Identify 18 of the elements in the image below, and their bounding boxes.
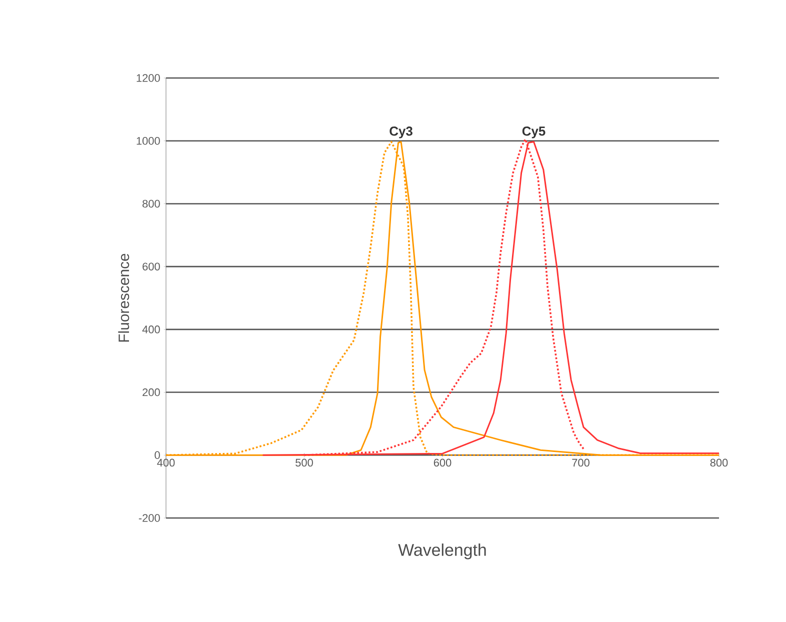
y-tick-label: 1000 [136,136,160,145]
x-tick-label: 600 [434,458,452,467]
annotation: Cy3 [390,126,412,138]
x-tick-label: 500 [296,458,313,467]
line-series [262,141,720,456]
y-tick-label: 200 [142,388,160,396]
y-tick-label: -200 [138,514,160,522]
x-tick-label: 700 [572,458,590,467]
y-tick-label: 0 [154,451,160,460]
annotation: Cy5 [522,126,546,138]
y-tick-label: 400 [142,326,160,334]
x-axis-title: Wavelength [398,544,486,560]
y-tick-label: 600 [142,262,160,270]
y-tick-label: 1200 [136,74,160,82]
x-tick-label: 400 [157,458,175,467]
x-tick-label: 800 [710,458,728,467]
y-tick-label: 800 [142,200,160,208]
y-axis-title: Fluorescence [118,254,130,342]
